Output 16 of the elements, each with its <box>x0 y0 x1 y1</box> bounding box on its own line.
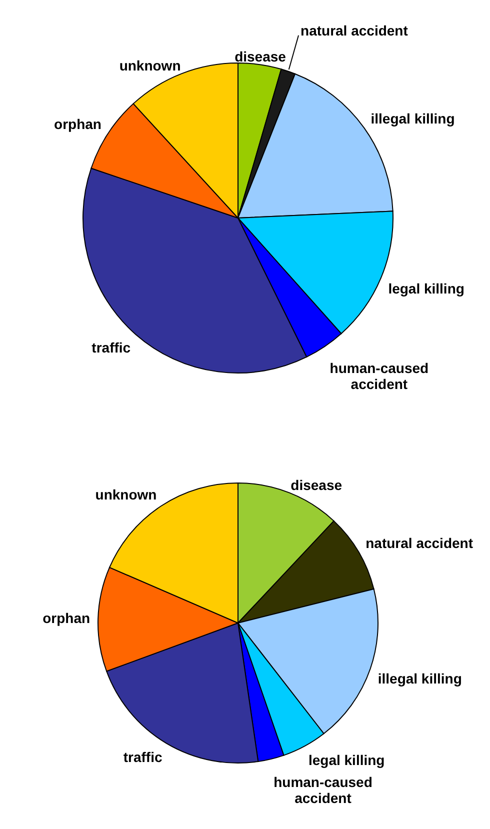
slice-label: human-caused accident <box>274 774 372 806</box>
slice-label: natural accident <box>366 535 474 552</box>
slice-label: unknown <box>119 58 181 74</box>
slice-label: human-caused accident <box>330 360 429 392</box>
slice-label: disease <box>234 48 286 65</box>
slice-label: unknown <box>95 486 157 502</box>
slice-label: legal killing <box>388 280 464 296</box>
slice-label: illegal killing <box>378 670 462 686</box>
slice-label: traffic <box>92 340 131 356</box>
slice-label: illegal killing <box>370 110 455 126</box>
slice-label: disease <box>290 477 342 494</box>
slice-label: legal killing <box>308 752 385 768</box>
slice-label: orphan <box>42 610 90 626</box>
slice-label: natural accident <box>300 22 408 38</box>
slice-label: traffic <box>123 749 162 766</box>
slice-label: orphan <box>54 116 102 132</box>
